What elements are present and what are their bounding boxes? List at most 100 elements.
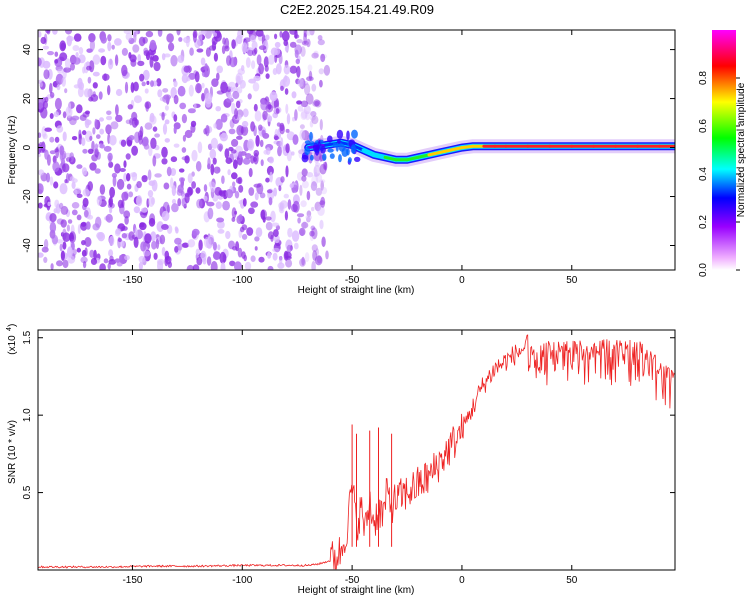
track-blob [304,140,311,145]
track-segment [361,148,376,157]
noise-blob [217,143,224,151]
noise-blob [119,255,123,261]
noise-blob [237,68,245,75]
noise-blob [53,181,59,189]
noise-blob [89,135,93,141]
x-tick-label: 0 [459,275,465,286]
noise-blob [302,220,307,230]
track-blob [337,139,341,144]
noise-blob [212,251,221,261]
noise-blob [164,105,169,111]
noise-blob [59,183,68,195]
noise-blob [137,54,141,63]
noise-blob [315,162,321,167]
noise-blob [189,47,194,56]
noise-blob [81,137,86,146]
noise-blob [261,129,266,137]
snr-y-axis: 0.5 1.0 1.5 [22,330,675,500]
noise-blob [289,41,297,48]
noise-blob [133,95,142,104]
x-tick-label: -150 [122,275,142,286]
noise-blob [208,45,217,51]
noise-blob [53,111,60,118]
noise-blob [173,80,178,88]
noise-blob [233,159,238,170]
noise-blob [314,201,322,212]
noise-blob [225,230,231,240]
noise-blob [62,241,67,250]
noise-blob [114,38,122,46]
noise-blob [234,191,240,199]
noise-blob [76,193,83,198]
noise-blob [171,198,177,205]
noise-blob [69,176,75,182]
noise-blob [47,201,51,207]
noise-blob [181,242,189,248]
noise-blob [94,148,99,158]
noise-blob [136,181,142,189]
noise-blob [224,148,230,159]
noise-blob [149,115,157,125]
noise-blob [115,88,123,97]
noise-blob [38,169,45,176]
noise-blob [237,86,243,94]
noise-blob [184,155,190,164]
noise-blob [315,187,323,196]
noise-blob [88,33,96,43]
noise-blob [194,71,200,83]
noise-blob [193,103,197,110]
noise-blob [46,30,51,35]
noise-blob [164,53,171,58]
spectrogram-y-axis: -40 -20 0 20 40 [22,44,675,253]
noise-blob [306,76,314,82]
noise-blob [187,108,196,114]
noise-blob [212,157,217,165]
noise-blob [311,83,317,92]
noise-blob [39,81,43,88]
noise-blob [220,262,226,270]
noise-blob [38,183,44,195]
noise-blob [309,115,316,121]
noise-blob [116,178,125,190]
track-segment [405,155,420,162]
noise-blob [121,191,129,201]
noise-blob [280,137,284,149]
noise-blob [109,207,113,214]
noise-blob [107,85,111,96]
noise-blob [142,69,150,81]
noise-blob [87,214,94,220]
noise-blob [316,255,322,264]
noise-blob [306,216,311,223]
noise-blob [272,247,280,253]
noise-blob [195,187,201,194]
noise-blob [264,65,269,72]
noise-blob [143,143,150,150]
noise-blob [100,55,107,66]
noise-blob [136,195,143,207]
noise-blob [105,213,113,223]
noise-blob [262,216,266,223]
noise-blob [229,260,236,267]
noise-blob [62,131,67,142]
noise-blob [296,39,303,44]
noise-blob [71,136,78,141]
noise-blob [145,30,154,38]
noise-blob [123,172,128,182]
track-blob [336,129,344,139]
colorbar-tick-label: 0.0 [698,263,709,277]
noise-blob [156,78,162,87]
noise-blob [286,113,291,125]
noise-blob [72,45,80,52]
noise-blob [297,105,304,112]
noise-blob [258,256,265,263]
noise-blob [221,45,226,55]
noise-blob [96,134,101,140]
noise-blob [148,217,156,227]
noise-blob [103,73,107,82]
spectrogram-frame [37,29,676,271]
noise-blob [81,240,86,246]
noise-blob [300,111,308,120]
noise-blob [216,167,221,172]
snr-frame [37,329,676,571]
noise-blob [173,143,180,148]
